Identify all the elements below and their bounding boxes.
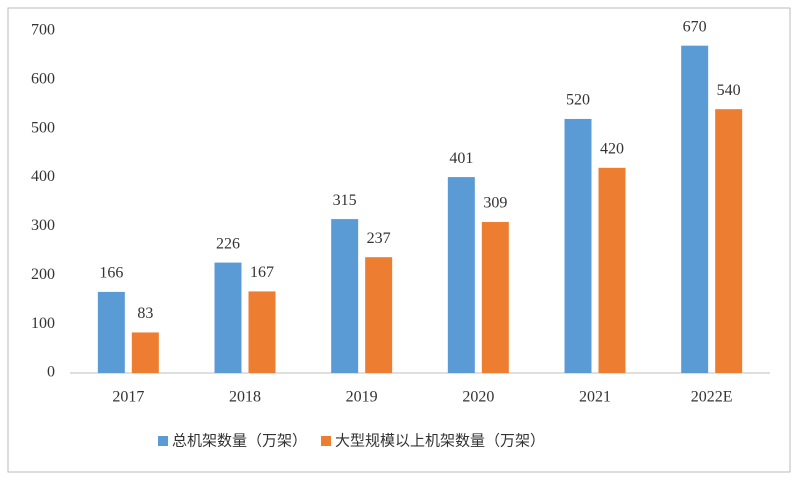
data-label: 670	[683, 18, 707, 35]
y-tick-label: 700	[31, 22, 55, 39]
legend-text: 大型规模以上机架数量（万架）	[335, 432, 545, 450]
legend-swatch	[321, 436, 332, 446]
data-label: 237	[367, 230, 391, 247]
data-label: 166	[99, 265, 123, 282]
bar	[365, 257, 393, 373]
y-tick-label: 300	[31, 217, 55, 234]
data-label: 420	[600, 140, 624, 157]
x-tick-label: 2021	[579, 389, 611, 406]
bar	[564, 118, 592, 373]
y-tick-label: 500	[31, 119, 55, 136]
bar	[481, 222, 509, 373]
data-label: 401	[449, 150, 473, 167]
data-label: 315	[333, 192, 357, 209]
data-label: 540	[717, 82, 741, 99]
bar	[331, 219, 359, 373]
bar	[214, 262, 242, 373]
y-tick-label: 100	[31, 315, 55, 332]
bar	[248, 291, 276, 373]
y-tick-label: 600	[31, 71, 55, 88]
legend-text: 总机架数量（万架）	[172, 432, 307, 450]
y-tick-label: 200	[31, 266, 55, 283]
bar	[131, 332, 159, 373]
x-tick-label: 2018	[229, 389, 261, 406]
data-label: 83	[137, 305, 153, 322]
data-label: 167	[250, 264, 274, 281]
x-tick-label: 2019	[346, 389, 378, 406]
data-label: 520	[566, 92, 590, 109]
bar	[447, 177, 475, 373]
chart-border	[7, 7, 791, 473]
x-tick-label: 2020	[462, 389, 494, 406]
bar	[681, 45, 709, 374]
legend-swatch	[158, 436, 168, 446]
data-label: 226	[216, 235, 240, 252]
data-label: 309	[483, 195, 507, 212]
x-tick-label: 2022E	[691, 389, 733, 406]
y-tick-label: 400	[31, 168, 55, 185]
y-tick-label: 0	[47, 364, 55, 381]
bar	[598, 167, 626, 373]
x-tick-label: 2017	[112, 389, 144, 406]
bar	[715, 109, 743, 374]
bar	[97, 291, 125, 373]
